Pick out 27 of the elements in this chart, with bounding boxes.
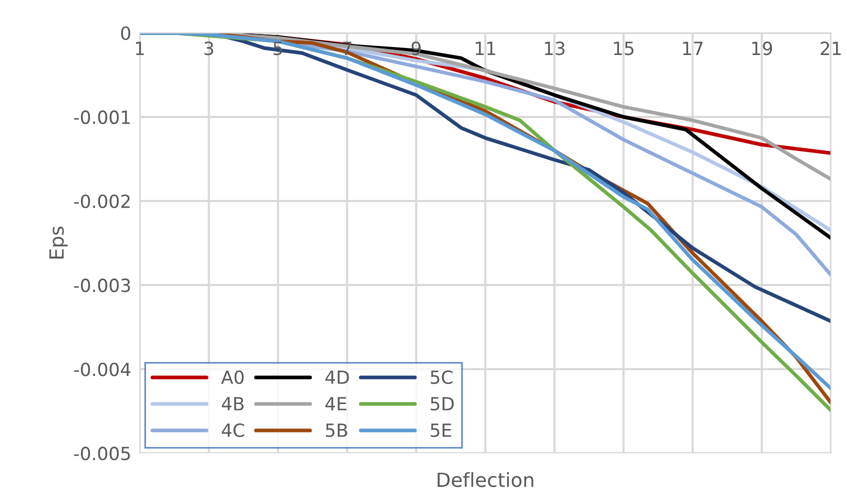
legend-label: A0 bbox=[221, 370, 244, 384]
y-tick-label: -0.002 bbox=[74, 194, 130, 208]
y-tick-label: -0.004 bbox=[74, 362, 130, 376]
x-tick-label: 11 bbox=[476, 42, 496, 55]
legend-label: 4B bbox=[222, 397, 244, 410]
x-tick-label: 9 bbox=[412, 42, 421, 56]
x-tick-label: 17 bbox=[683, 42, 703, 55]
legend-label: 4E bbox=[325, 397, 346, 410]
x-tick-label: 19 bbox=[752, 42, 772, 56]
x-tick-label: 3 bbox=[204, 42, 214, 56]
x-tick-label: 1 bbox=[136, 42, 144, 55]
legend-label: 4D bbox=[325, 370, 349, 384]
legend-label: 5D bbox=[430, 397, 454, 411]
y-tick-label: -0.003 bbox=[74, 278, 130, 292]
x-tick-label: 13 bbox=[544, 42, 564, 56]
legend-label: 5E bbox=[430, 424, 452, 438]
x-tick-label: 15 bbox=[614, 42, 634, 56]
legend-label: 4C bbox=[222, 423, 244, 438]
x-tick-label: 5 bbox=[274, 42, 282, 56]
y-tick-label: 0 bbox=[121, 26, 130, 40]
y-tick-label: -0.005 bbox=[74, 446, 130, 460]
x-tick-label: 21 bbox=[820, 42, 841, 55]
legend-label: 5B bbox=[326, 424, 348, 438]
y-axis-title: Eps bbox=[49, 226, 68, 259]
y-tick-label: -0.001 bbox=[74, 110, 130, 124]
legend-label: 5C bbox=[430, 370, 452, 384]
x-axis-title: Deflection bbox=[438, 472, 534, 488]
